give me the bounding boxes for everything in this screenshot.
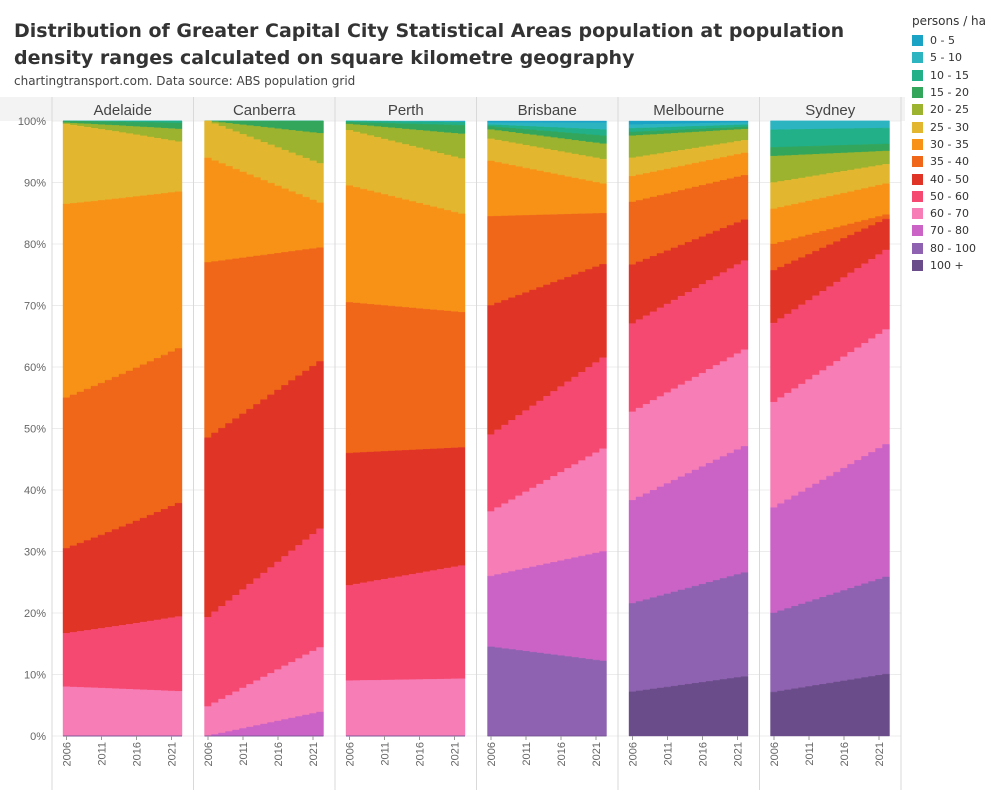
- y-tick-label: 70%: [24, 301, 46, 313]
- legend-item: 5 - 10: [912, 49, 998, 66]
- legend-item: 30 - 35: [912, 136, 998, 153]
- legend-swatch: [912, 208, 923, 220]
- legend-item: 10 - 15: [912, 67, 998, 84]
- stacked-area-chart: 0% 10% 20% 30% 40% 50% 60% 70% 80% 90% 100% Adelaid…: [0, 97, 905, 790]
- legend-title: persons / ha: [912, 14, 987, 28]
- legend-label: 20 - 25: [930, 103, 969, 117]
- legend-swatch: [912, 242, 923, 254]
- x-tick-label: 2016: [273, 742, 285, 766]
- legend-item: 100 +: [912, 257, 998, 274]
- x-tick-label: 2021: [167, 742, 179, 766]
- y-tick-label: 30%: [24, 547, 46, 559]
- legend-label: 100 +: [930, 259, 964, 272]
- x-tick-label: 2011: [380, 742, 392, 766]
- legend-swatch: [912, 87, 923, 99]
- x-tick-label: 2006: [345, 742, 357, 766]
- legend-swatch: [912, 35, 923, 47]
- x-tick-label: 2011: [804, 742, 816, 766]
- band-sydney-14: [770, 673, 890, 737]
- y-tick-label: 10%: [24, 670, 46, 682]
- chart-subtitle: chartingtransport.com. Data source: ABS …: [14, 74, 356, 88]
- x-tick-label: 2021: [591, 742, 603, 766]
- x-tick-label: 2006: [486, 742, 498, 766]
- legend-swatch: [912, 225, 923, 237]
- legend-item: 50 - 60: [912, 188, 998, 205]
- band-perth-8: [345, 302, 466, 454]
- legend-label: 15 - 20: [930, 86, 969, 100]
- panel-header-adelaide: Adelaide: [94, 102, 152, 119]
- legend-item: 15 - 20: [912, 84, 998, 101]
- header-band: [0, 97, 905, 121]
- legend-label: 70 - 80: [930, 224, 969, 238]
- legend-item: 60 - 70: [912, 205, 998, 222]
- legend-swatch: [912, 138, 923, 150]
- legend-label: 40 - 50: [930, 172, 969, 186]
- panel-header-brisbane: Brisbane: [518, 102, 577, 119]
- legend-swatch: [912, 121, 923, 133]
- legend-swatch: [912, 104, 923, 116]
- panel-header-sydney: Sydney: [805, 102, 856, 119]
- y-tick-label: 0%: [30, 731, 46, 743]
- y-tick-label: 90%: [24, 178, 46, 190]
- legend-swatch: [912, 69, 923, 81]
- legend-swatch: [912, 156, 923, 168]
- legend-label: 50 - 60: [930, 189, 969, 203]
- legend-label: 0 - 5: [930, 34, 955, 48]
- x-tick-label: 2016: [415, 742, 427, 766]
- band-brisbane-13: [487, 646, 607, 737]
- chart-title: Distribution of Greater Capital City Sta…: [14, 20, 845, 69]
- x-tick-label: 2006: [769, 742, 781, 766]
- legend-swatch: [912, 173, 923, 185]
- y-tick-label: 50%: [24, 424, 46, 436]
- x-tick-label: 2006: [628, 742, 640, 766]
- legend-label: 35 - 40: [930, 155, 969, 169]
- band-brisbane-1: [487, 120, 607, 124]
- y-tick-label: 100%: [18, 116, 46, 128]
- legend: persons / ha 0 - 5 5 - 10 10 - 15 15 - 20 20…: [912, 14, 998, 274]
- panel-header-melbourne: Melbourne: [653, 102, 724, 119]
- y-tick-label: 60%: [24, 362, 46, 374]
- legend-item: 0 - 5: [912, 32, 998, 49]
- legend-item: 70 - 80: [912, 222, 998, 239]
- legend-label: 80 - 100: [930, 241, 976, 255]
- x-tick-label: 2016: [698, 742, 710, 766]
- band-perth-9: [345, 447, 466, 586]
- x-tick-label: 2021: [308, 742, 320, 766]
- x-tick-label: 2021: [450, 742, 462, 766]
- legend-label: 10 - 15: [930, 68, 969, 82]
- y-tick-label: 20%: [24, 608, 46, 620]
- band-melbourne-14: [628, 676, 749, 737]
- x-tick-label: 2016: [556, 742, 568, 766]
- x-tick-label: 2006: [203, 742, 215, 766]
- legend-swatch: [912, 190, 923, 202]
- panel-header-perth: Perth: [388, 102, 424, 119]
- x-tick-label: 2006: [62, 742, 74, 766]
- legend-item: 20 - 25: [912, 101, 998, 118]
- x-tick-label: 2011: [663, 742, 675, 766]
- panel-header-canberra: Canberra: [233, 102, 296, 119]
- legend-item: 25 - 30: [912, 118, 998, 135]
- band-perth-10: [345, 565, 466, 681]
- legend-label: 30 - 35: [930, 137, 969, 151]
- x-tick-label: 2011: [521, 742, 533, 766]
- band-perth-11: [345, 678, 466, 737]
- legend-item: 35 - 40: [912, 153, 998, 170]
- legend-swatch: [912, 52, 923, 64]
- x-tick-label: 2016: [839, 742, 851, 766]
- legend-label: 60 - 70: [930, 207, 969, 221]
- legend-label: 25 - 30: [930, 120, 969, 134]
- legend-swatch: [912, 260, 923, 271]
- x-tick-label: 2016: [132, 742, 144, 766]
- x-tick-label: 2021: [874, 742, 886, 766]
- x-tick-label: 2011: [238, 742, 250, 766]
- y-tick-label: 80%: [24, 239, 46, 251]
- legend-label: 5 - 10: [930, 51, 962, 65]
- legend-item: 40 - 50: [912, 170, 998, 187]
- legend-item: 80 - 100: [912, 240, 998, 257]
- x-tick-label: 2011: [97, 742, 109, 766]
- x-tick-label: 2021: [733, 742, 745, 766]
- band-adelaide-11: [62, 686, 183, 737]
- y-tick-label: 40%: [24, 485, 46, 497]
